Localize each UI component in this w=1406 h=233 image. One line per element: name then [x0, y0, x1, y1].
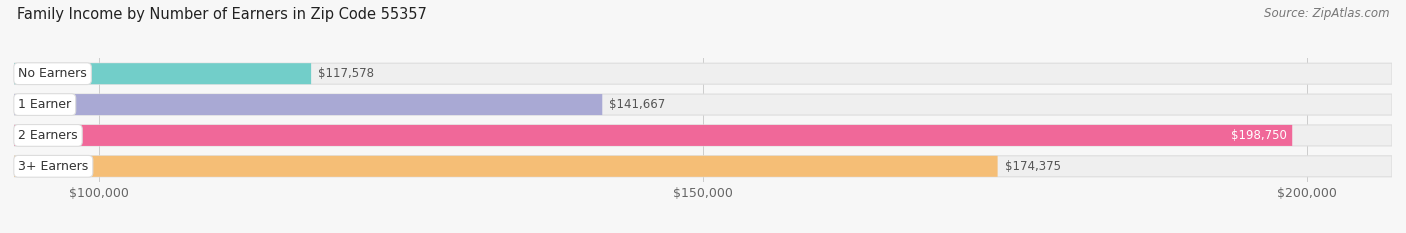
Text: 1 Earner: 1 Earner: [18, 98, 72, 111]
FancyBboxPatch shape: [14, 125, 1292, 146]
Text: $117,578: $117,578: [318, 67, 374, 80]
Text: Family Income by Number of Earners in Zip Code 55357: Family Income by Number of Earners in Zi…: [17, 7, 427, 22]
Text: $141,667: $141,667: [609, 98, 665, 111]
Text: $198,750: $198,750: [1230, 129, 1286, 142]
FancyBboxPatch shape: [14, 94, 1392, 115]
FancyBboxPatch shape: [14, 94, 602, 115]
Text: No Earners: No Earners: [18, 67, 87, 80]
Text: $174,375: $174,375: [1004, 160, 1060, 173]
Text: Source: ZipAtlas.com: Source: ZipAtlas.com: [1264, 7, 1389, 20]
Text: 2 Earners: 2 Earners: [18, 129, 77, 142]
Text: 3+ Earners: 3+ Earners: [18, 160, 89, 173]
FancyBboxPatch shape: [14, 156, 1392, 177]
FancyBboxPatch shape: [14, 156, 998, 177]
FancyBboxPatch shape: [14, 63, 1392, 84]
FancyBboxPatch shape: [14, 125, 1392, 146]
FancyBboxPatch shape: [14, 63, 311, 84]
